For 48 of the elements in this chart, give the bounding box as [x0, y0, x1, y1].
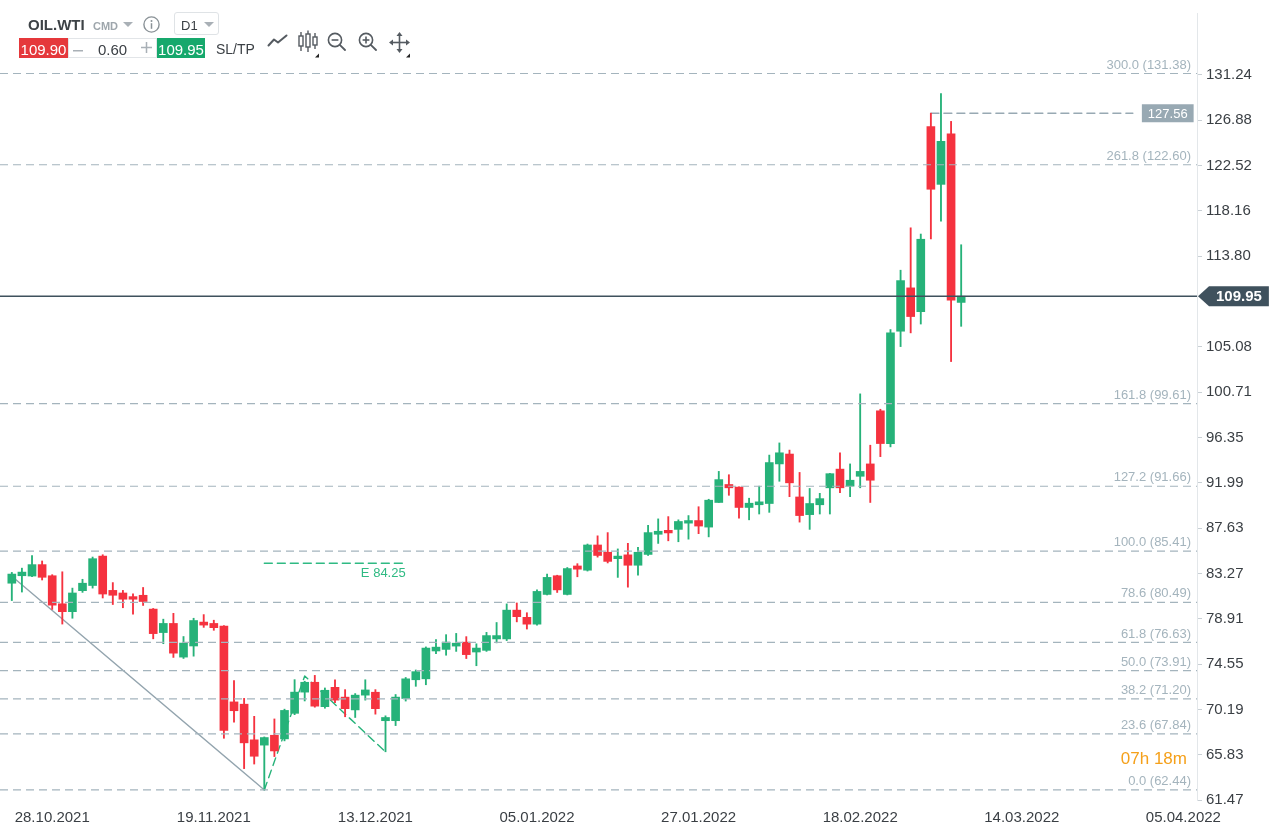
y-tick-label: 113.80 [1206, 246, 1251, 264]
y-tick-label: 126.88 [1206, 110, 1252, 128]
x-tick-label: 14.03.2022 [984, 808, 1060, 826]
ref-line-label: 23.6 (67.84) [1120, 716, 1191, 732]
y-tick-label: 91.99 [1206, 472, 1244, 490]
x-tick-label: 05.01.2022 [499, 808, 575, 826]
x-tick-label: 13.12.2021 [337, 808, 413, 826]
annotation: 0.60 [96, 40, 129, 58]
chart-title: OIL.WTI [28, 16, 85, 33]
ref-line-label: 38.2 (71.20) [1120, 681, 1191, 697]
annotation: SL/TP [216, 41, 255, 57]
ref-line-label: 261.8 (122.60) [1106, 147, 1191, 163]
y-tick-label: 96.35 [1206, 427, 1244, 445]
ref-line-label: 161.8 (99.61) [1113, 386, 1191, 402]
ref-line-label: 300.0 (131.38) [1106, 56, 1191, 72]
y-tick-label: 105.08 [1206, 336, 1252, 354]
y-tick-label: 74.55 [1206, 654, 1244, 672]
annotation: CMD [93, 20, 119, 32]
ref-line-label: 78.6 (80.49) [1120, 585, 1191, 601]
y-tick-label: 61.47 [1206, 790, 1244, 808]
series-label: 127.56 [1147, 105, 1188, 121]
ref-line-label: 109.95 [1215, 287, 1262, 305]
y-tick-label: 83.27 [1206, 563, 1244, 581]
y-tick-label: 100.71 [1206, 382, 1252, 400]
candlestick [613, 548, 623, 578]
candlestick [663, 516, 673, 542]
y-tick-label: 78.91 [1206, 608, 1244, 626]
y-tick-label: 87.63 [1206, 518, 1244, 536]
x-tick-label: 18.02.2022 [822, 808, 898, 826]
candlestick [855, 393, 865, 489]
ref-line-label: 61.8 (76.63) [1120, 625, 1191, 641]
ref-line-label: 50.0 (73.91) [1120, 653, 1191, 669]
x-tick-label: 28.10.2021 [14, 808, 90, 826]
x-tick-label: 19.11.2021 [176, 808, 251, 826]
y-tick-label: 118.16 [1206, 201, 1251, 219]
x-tick-label: 27.01.2022 [661, 808, 737, 826]
ref-line-label: 127.2 (91.66) [1113, 469, 1191, 485]
y-tick-label: 131.24 [1206, 65, 1252, 83]
y-tick-label: 70.19 [1206, 699, 1244, 717]
annotation: 07h 18m [1120, 749, 1187, 769]
x-tick-label: 05.04.2022 [1145, 808, 1221, 826]
ref-line-label: 0.0 (62.44) [1128, 773, 1191, 788]
annotation: D1 [181, 18, 198, 33]
y-tick-label: 122.52 [1206, 155, 1252, 173]
y-tick-label: 65.83 [1206, 744, 1244, 762]
candlestick [956, 244, 966, 327]
ref-line-label: 100.0 (85.41) [1113, 534, 1191, 550]
series-label: E 84.25 [360, 565, 406, 581]
